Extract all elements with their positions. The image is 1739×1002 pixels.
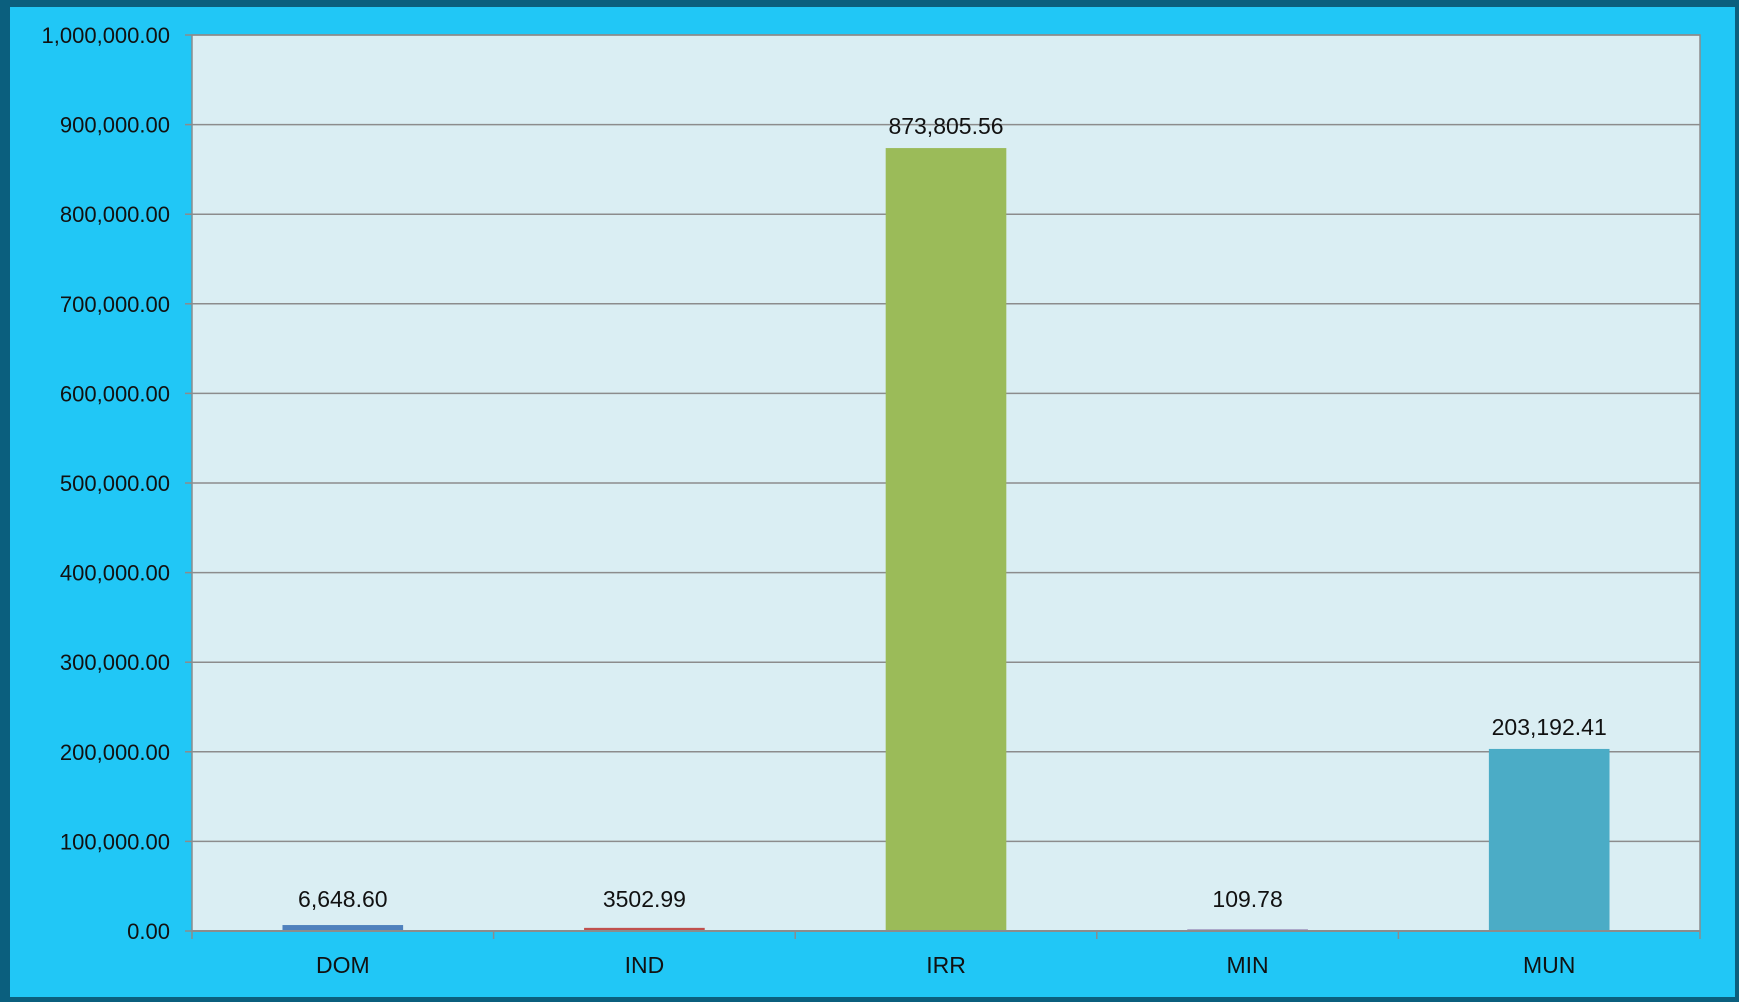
gridlines <box>192 34 1700 843</box>
bar-ind <box>584 927 705 931</box>
data-label-dom: 6,648.60 <box>298 886 388 912</box>
x-tick-label-dom: DOM <box>316 952 370 978</box>
x-tick-label-irr: IRR <box>926 952 966 978</box>
bar-mun <box>1488 748 1610 931</box>
y-tick-label: 0.00 <box>127 919 170 944</box>
data-label-ind: 3502.99 <box>603 886 686 912</box>
x-tick-label-min: MIN <box>1227 952 1269 978</box>
y-tick-label: 700,000.00 <box>60 292 170 317</box>
bar-dom <box>282 925 404 931</box>
data-label-irr: 873,805.56 <box>888 113 1003 139</box>
x-axis: DOM IND IRR MIN MUN <box>191 930 1701 978</box>
y-axis-tick-labels: 0.00 100,000.00 200,000.00 300,000.00 400,00… <box>42 23 192 944</box>
x-tick-label-ind: IND <box>625 952 665 978</box>
bar-chart: 0.00 100,000.00 200,000.00 300,000.00 400,00… <box>42 23 1701 978</box>
y-tick-label: 1,000,000.00 <box>42 23 170 48</box>
y-tick-label: 800,000.00 <box>60 202 170 227</box>
y-tick-label: 200,000.00 <box>60 740 170 765</box>
data-labels: 6,648.60 3502.99 873,805.56 109.78 203,192.4… <box>298 113 1607 912</box>
chart-area: 0.00 100,000.00 200,000.00 300,000.00 400,00… <box>10 7 1735 997</box>
data-label-mun: 203,192.41 <box>1492 714 1607 740</box>
bar-irr <box>885 148 1007 932</box>
y-tick-label: 400,000.00 <box>60 561 170 586</box>
y-tick-label: 500,000.00 <box>60 471 170 496</box>
y-tick-label: 100,000.00 <box>60 829 170 854</box>
data-label-min: 109.78 <box>1212 886 1282 912</box>
x-tick-label-mun: MUN <box>1523 952 1575 978</box>
y-tick-label: 300,000.00 <box>60 650 170 675</box>
y-tick-label: 600,000.00 <box>60 381 170 406</box>
bars <box>282 148 1610 932</box>
y-tick-label: 900,000.00 <box>60 113 170 138</box>
